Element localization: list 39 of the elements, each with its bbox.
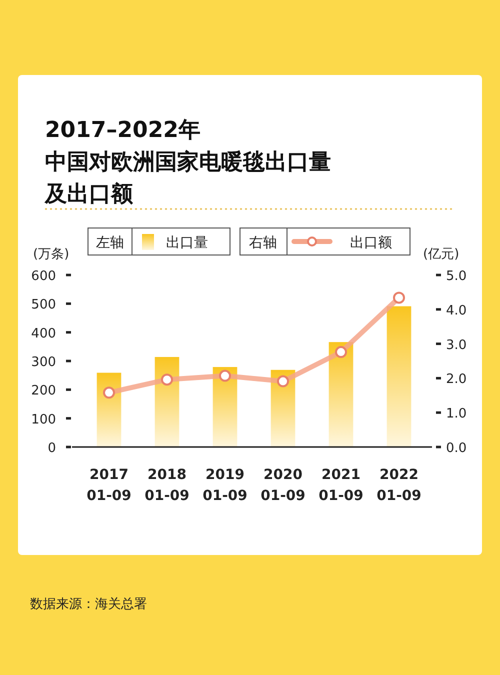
x-tick-label: 2019 01-09 (202, 467, 248, 504)
y-tick-label: 500 (31, 298, 56, 313)
text: 左轴 (96, 235, 124, 251)
bar (328, 342, 354, 447)
y-tick-label: 0 (48, 441, 56, 456)
y-tick-label: 100 (31, 412, 56, 428)
y2-tick-label: 3.0 (446, 338, 467, 353)
legend-label: 出口额 (350, 235, 392, 251)
x-tick-label: 2018 01-09 (144, 467, 190, 504)
x-tick-label: 2017 01-09 (86, 467, 132, 504)
bar (154, 356, 180, 447)
y-tick-label: 200 (31, 384, 56, 399)
chart-subtitle: 中国对欧洲国家电暖毯出口量及出口额 (44, 149, 331, 207)
source-note: 数据来源：海关总署 (30, 597, 147, 612)
bar (96, 372, 122, 447)
bar (386, 306, 412, 447)
y2-tick-label: 1.0 (446, 406, 467, 422)
point (277, 375, 289, 388)
y-tick-label: 400 (31, 326, 56, 342)
point (393, 292, 405, 304)
text: 右轴 (249, 235, 277, 251)
chart-title: 2017–2022年 (45, 118, 200, 143)
point (161, 374, 173, 386)
y2-axis-title: (亿元) (423, 247, 460, 262)
point (335, 346, 347, 358)
x-tick-label: 2022 01-09 (376, 467, 422, 504)
point (219, 370, 231, 382)
y-tick-label: 600 (31, 269, 56, 284)
x-tick-label: 2021 01-09 (318, 467, 364, 504)
x-tick-label: 2020 01-09 (260, 467, 306, 504)
legend-label: 出口量 (166, 235, 208, 251)
y2-tick-label: 0.0 (446, 441, 467, 456)
bar (212, 367, 238, 447)
y2-tick-label: 5.0 (446, 269, 467, 284)
y-axis-title: (万条) (33, 247, 70, 262)
y2-tick-label: 2.0 (446, 372, 467, 388)
y-tick-label: 300 (31, 355, 56, 370)
point (103, 386, 115, 399)
y2-tick-label: 4.0 (446, 303, 467, 318)
